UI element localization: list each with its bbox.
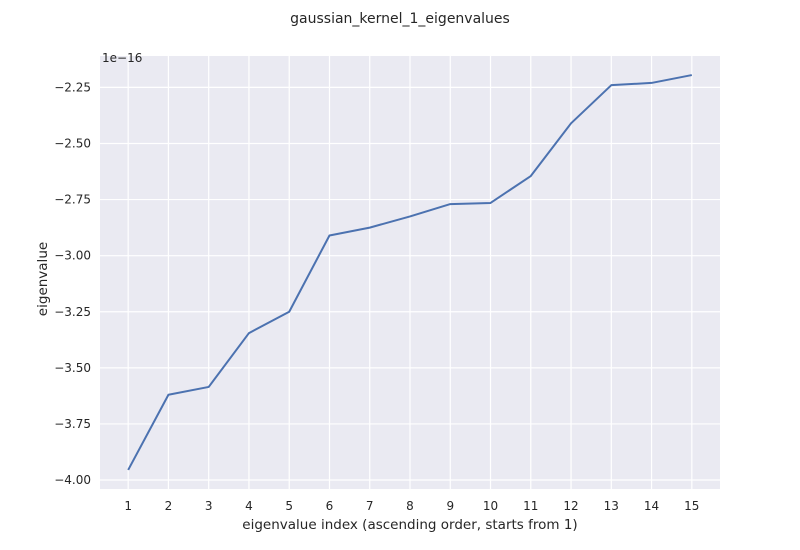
x-tick-label: 13 [604, 499, 619, 513]
x-tick-label: 12 [563, 499, 578, 513]
x-tick-label: 8 [406, 499, 414, 513]
x-tick-label: 10 [483, 499, 498, 513]
y-offset-label: 1e−16 [102, 51, 142, 65]
y-tick-label: −3.00 [54, 249, 91, 263]
y-tick-label: −2.25 [54, 80, 91, 94]
x-tick-label: 7 [366, 499, 374, 513]
x-tick-label: 9 [446, 499, 454, 513]
y-tick-label: −2.50 [54, 136, 91, 150]
x-grid [127, 56, 693, 489]
x-tick-label: 4 [245, 499, 253, 513]
series-line [127, 74, 693, 471]
y-tick-label: −4.00 [54, 473, 91, 487]
y-tick-label: −3.25 [54, 305, 91, 319]
y-grid [100, 86, 720, 481]
x-tick-label: 1 [124, 499, 132, 513]
x-tick-label: 6 [326, 499, 334, 513]
y-tick-label: −3.50 [54, 361, 91, 375]
x-tick-labels: 1 2 3 4 5 6 7 8 9 10 11 12 13 14 15 [124, 499, 699, 513]
x-tick-label: 3 [205, 499, 213, 513]
y-tick-label: −3.75 [54, 417, 91, 431]
y-tick-label: −2.75 [54, 193, 91, 207]
x-axis-label: eigenvalue index (ascending order, start… [242, 517, 577, 533]
x-tick-label: 15 [684, 499, 699, 513]
x-tick-label: 14 [644, 499, 659, 513]
x-tick-label: 11 [523, 499, 538, 513]
y-axis-label: eigenvalue [35, 242, 51, 316]
x-tick-label: 2 [165, 499, 173, 513]
x-tick-label: 5 [285, 499, 293, 513]
chart-title: gaussian_kernel_1_eigenvalues [290, 11, 510, 27]
y-tick-labels: −2.25 −2.50 −2.75 −3.00 −3.25 −3.50 −3.75 −4.00 [54, 80, 91, 487]
